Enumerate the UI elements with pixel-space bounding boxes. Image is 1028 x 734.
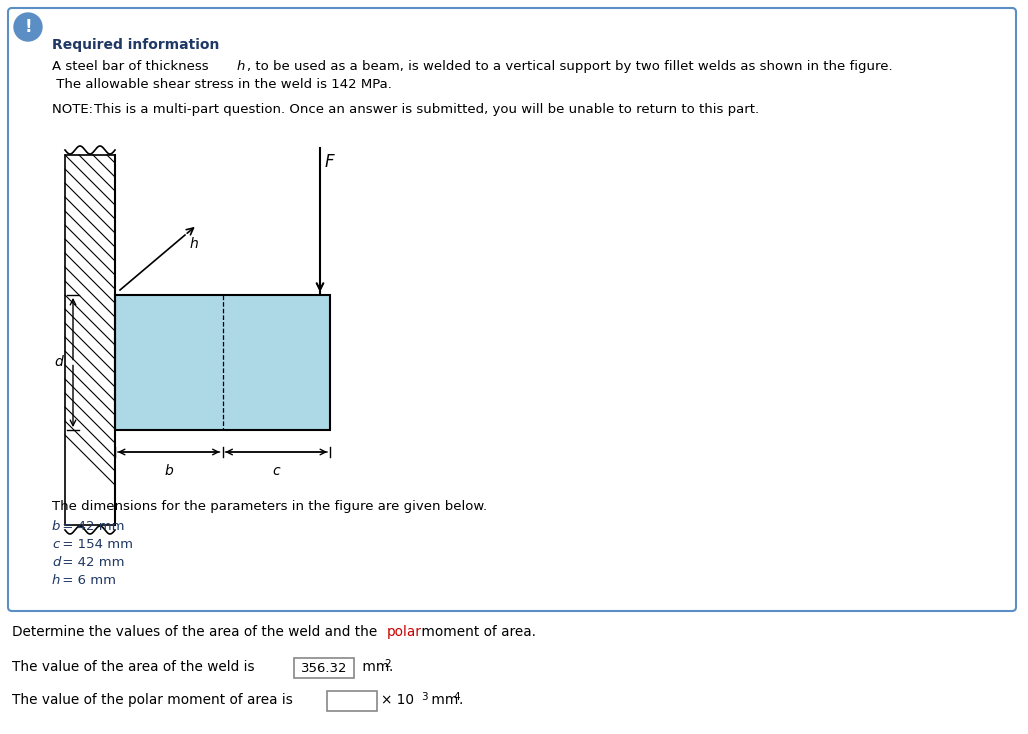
- Text: × 10: × 10: [381, 693, 414, 707]
- Text: The dimensions for the parameters in the figure are given below.: The dimensions for the parameters in the…: [52, 500, 487, 513]
- Text: .: .: [458, 693, 463, 707]
- Text: b: b: [164, 464, 173, 478]
- Text: = 42 mm: = 42 mm: [61, 520, 124, 533]
- Text: F: F: [325, 153, 335, 171]
- Text: 356.32: 356.32: [301, 661, 347, 675]
- Text: mm: mm: [358, 660, 390, 674]
- Text: = 6 mm: = 6 mm: [61, 574, 116, 587]
- Bar: [115, 295, 330, 430]
- Bar: [65, 155, 115, 525]
- Text: h: h: [190, 237, 198, 251]
- Text: b: b: [52, 520, 61, 533]
- Text: h: h: [237, 60, 246, 73]
- Text: The value of the polar moment of area is: The value of the polar moment of area is: [12, 693, 297, 707]
- Text: d: d: [52, 556, 61, 569]
- Text: 3: 3: [421, 692, 428, 702]
- Text: mm: mm: [427, 693, 458, 707]
- Text: This is a multi-part question. Once an answer is submitted, you will be unable t: This is a multi-part question. Once an a…: [94, 103, 759, 116]
- Bar: [327, 691, 377, 711]
- Text: A steel bar of thickness: A steel bar of thickness: [52, 60, 213, 73]
- Text: = 42 mm: = 42 mm: [61, 556, 124, 569]
- Text: Determine the values of the area of the weld and the: Determine the values of the area of the …: [12, 625, 381, 639]
- Bar: [294, 658, 354, 678]
- Text: moment of area.: moment of area.: [417, 625, 536, 639]
- Text: 2: 2: [384, 659, 391, 669]
- Text: The value of the area of the weld is: The value of the area of the weld is: [12, 660, 259, 674]
- Text: !: !: [25, 18, 32, 36]
- Text: Required information: Required information: [52, 38, 219, 52]
- Text: c: c: [272, 464, 280, 478]
- Circle shape: [14, 13, 42, 41]
- FancyBboxPatch shape: [8, 8, 1016, 611]
- Text: = 154 mm: = 154 mm: [61, 538, 133, 551]
- Text: 4: 4: [453, 692, 460, 702]
- Text: c: c: [52, 538, 60, 551]
- Text: .: .: [389, 660, 394, 674]
- Text: The allowable shear stress in the weld is 142 MPa.: The allowable shear stress in the weld i…: [52, 78, 392, 91]
- Text: h: h: [52, 574, 61, 587]
- Text: , to be used as a beam, is welded to a vertical support by two fillet welds as s: , to be used as a beam, is welded to a v…: [247, 60, 892, 73]
- Text: d: d: [54, 355, 64, 369]
- Text: polar: polar: [387, 625, 421, 639]
- Text: NOTE:: NOTE:: [52, 103, 98, 116]
